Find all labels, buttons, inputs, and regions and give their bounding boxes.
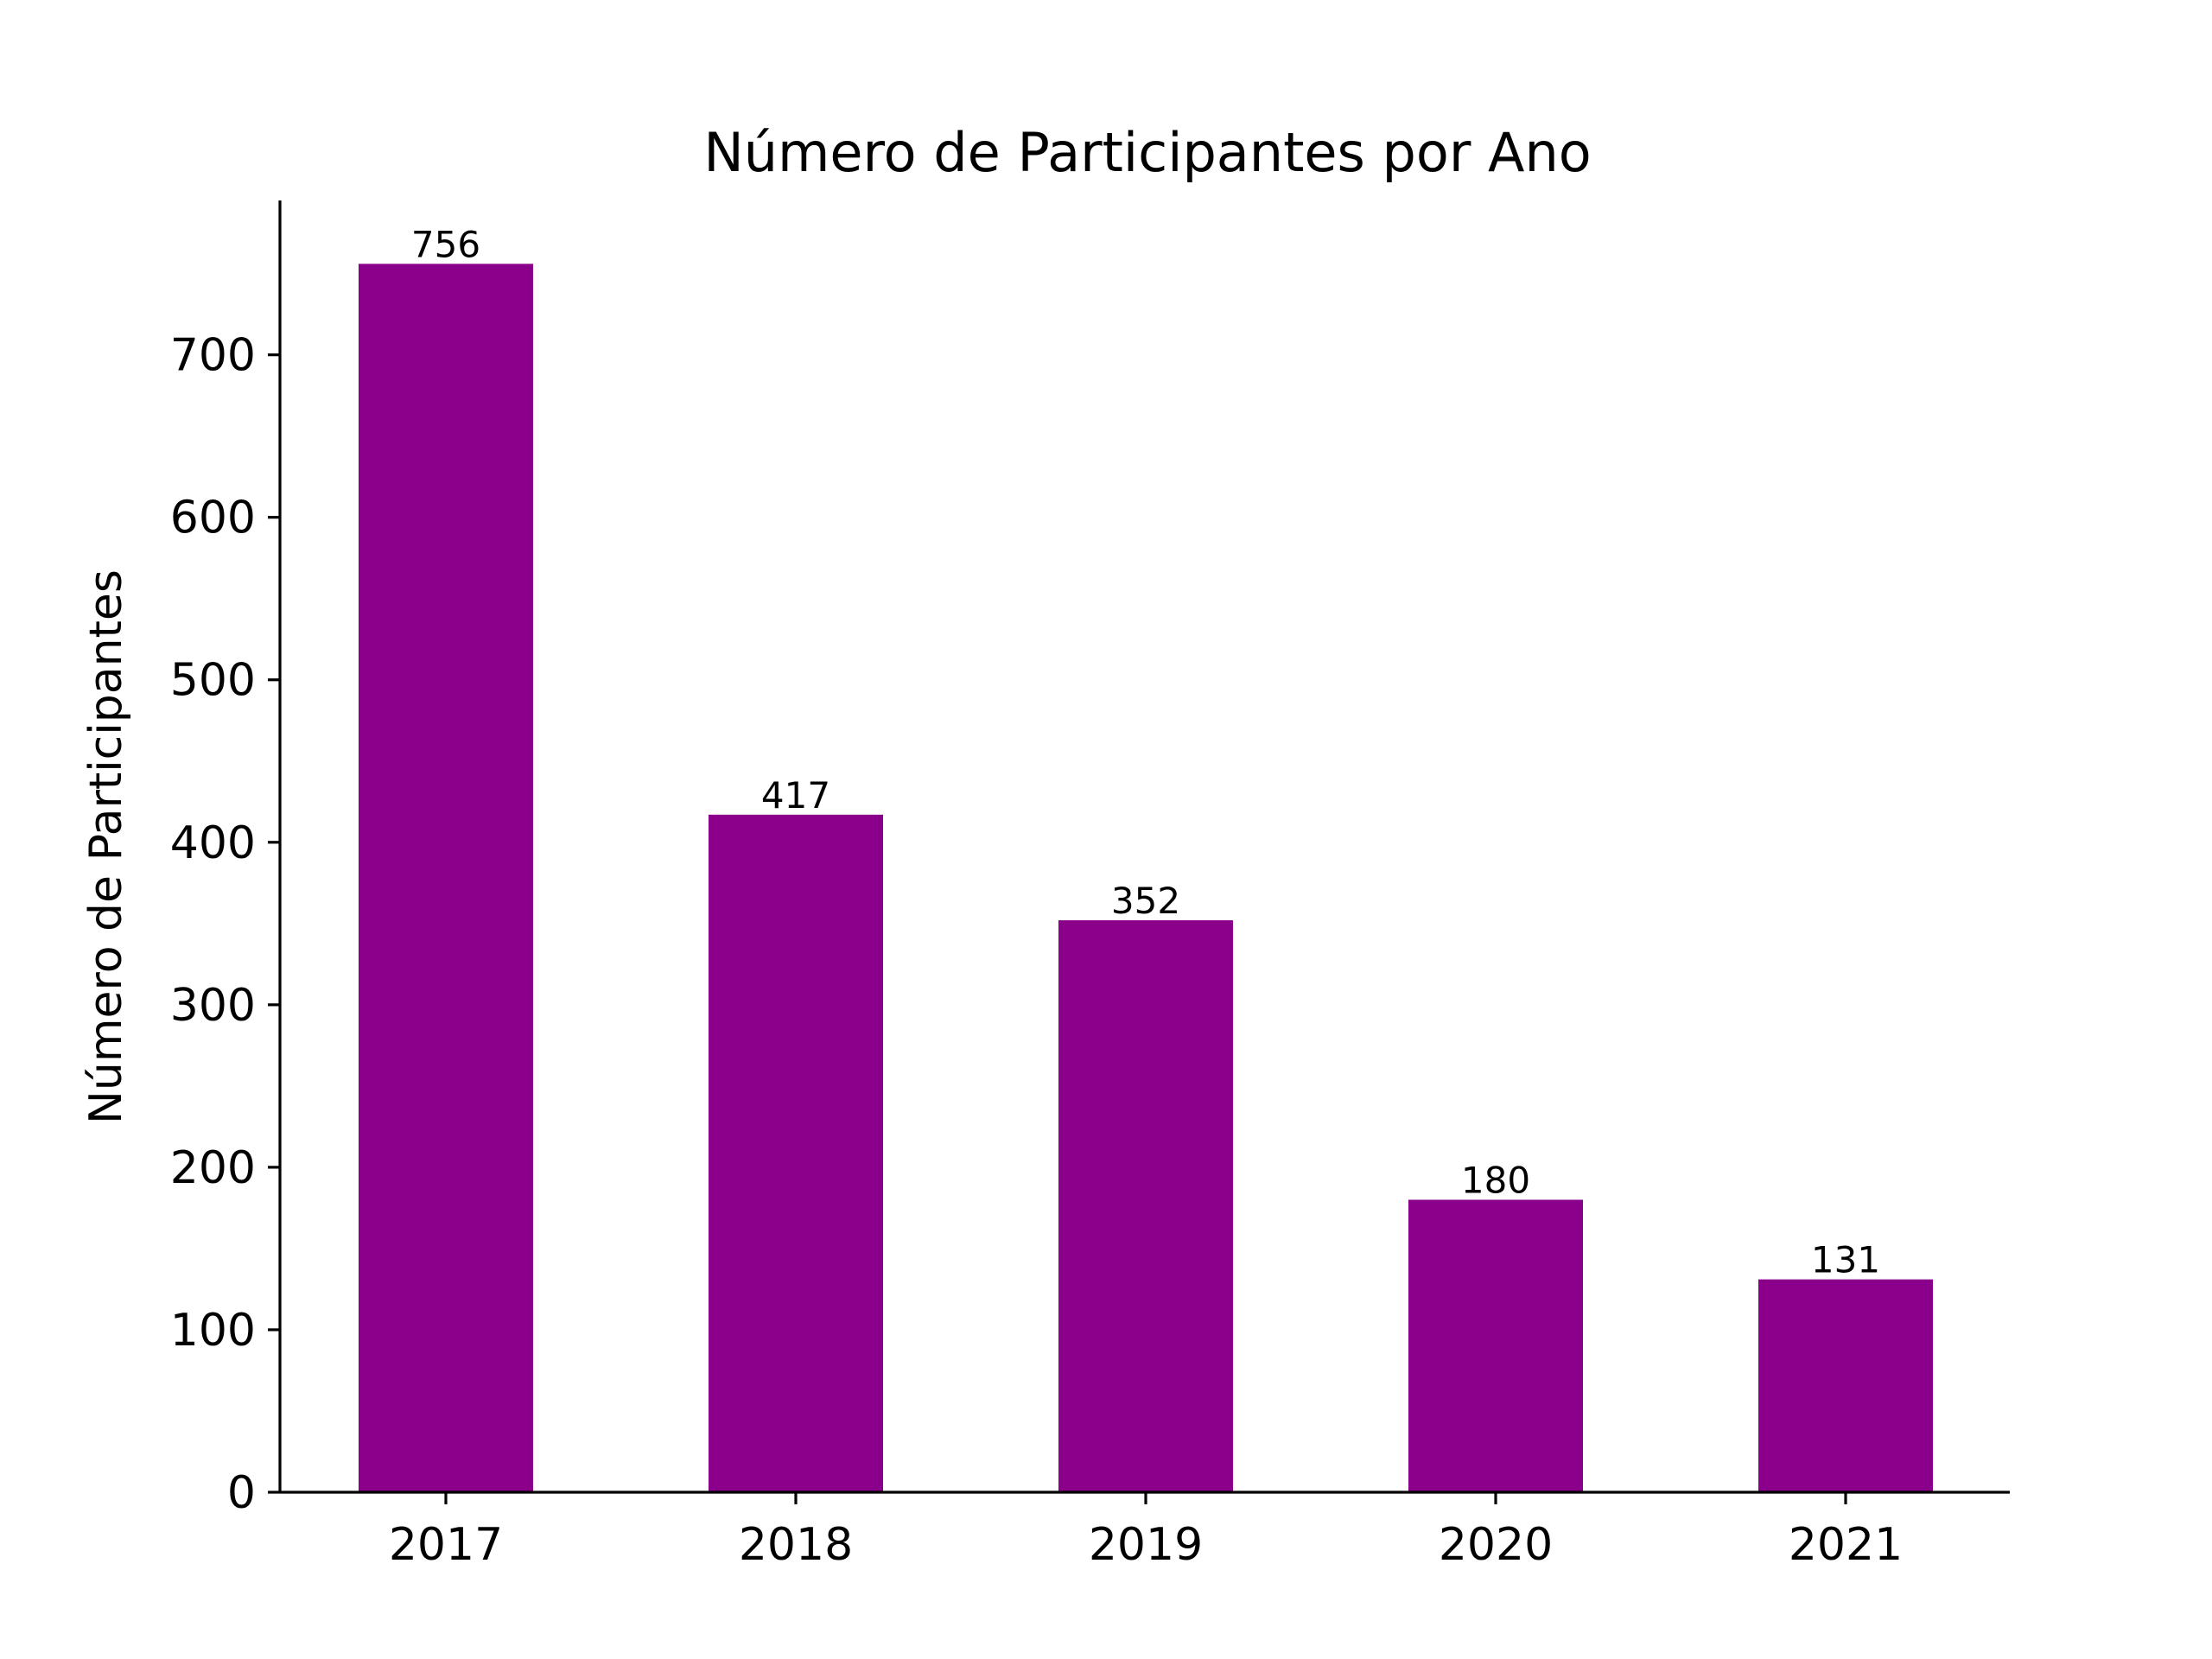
- bars-group: [359, 264, 1933, 1493]
- x-axis-ticks: 2017 2018 2019 2020 2021: [389, 1492, 1903, 1571]
- bar-value-label-2018: 417: [761, 774, 830, 817]
- y-tick-label-700: 700: [170, 330, 256, 382]
- bar-2017: [359, 264, 533, 1493]
- y-tick-label-100: 100: [170, 1305, 256, 1357]
- y-tick-label-600: 600: [170, 493, 256, 544]
- bar-value-label-2021: 131: [1811, 1239, 1880, 1281]
- x-tick-label-2020: 2020: [1439, 1519, 1553, 1571]
- x-tick-label-2018: 2018: [739, 1519, 853, 1571]
- y-tick-label-0: 0: [227, 1467, 256, 1519]
- bar-2018: [709, 814, 883, 1492]
- x-tick-label-2021: 2021: [1789, 1519, 1903, 1571]
- bar-value-label-2020: 180: [1461, 1160, 1530, 1202]
- bar-2021: [1758, 1279, 1933, 1492]
- bar-2020: [1408, 1199, 1583, 1492]
- bar-value-label-2019: 352: [1111, 880, 1180, 922]
- bar-value-label-2017: 756: [411, 223, 480, 265]
- bar-2019: [1058, 920, 1233, 1492]
- y-tick-label-400: 400: [170, 817, 256, 869]
- y-tick-label-500: 500: [170, 655, 256, 707]
- y-tick-label-300: 300: [170, 980, 256, 1032]
- y-axis-ticks: 0 100 200 300 400 500 600 700: [170, 330, 280, 1519]
- y-tick-label-200: 200: [170, 1142, 256, 1194]
- x-tick-label-2019: 2019: [1089, 1519, 1203, 1571]
- x-tick-label-2017: 2017: [389, 1519, 503, 1571]
- bar-labels-group: 756 417 352 180 131: [411, 223, 1880, 1281]
- chart-title: Número de Participantes por Ano: [703, 121, 1591, 184]
- y-axis-title: Número de Participantes: [80, 569, 132, 1124]
